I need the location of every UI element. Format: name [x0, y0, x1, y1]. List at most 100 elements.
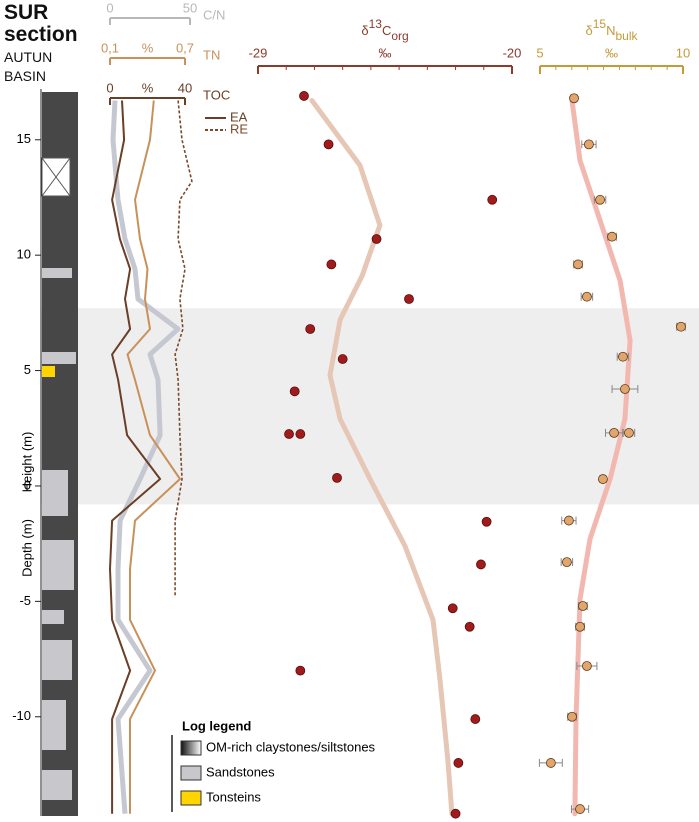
legend-label: Tonsteins: [206, 789, 261, 804]
data-point: [567, 711, 577, 722]
legend-title: Log legend: [182, 718, 251, 733]
title-symbol: δ: [585, 23, 592, 38]
data-point: [573, 259, 583, 270]
lithology-log: [40, 89, 78, 816]
data-point: [582, 661, 592, 671]
data-point: [295, 665, 306, 676]
y-axis-label: Height (m): [19, 432, 34, 493]
background: [41, 308, 699, 505]
x-axis-unit: %: [142, 40, 154, 55]
data-point: [609, 427, 619, 438]
data-point: [561, 557, 572, 568]
data-point: [299, 91, 309, 101]
x-tick-label: 10: [676, 45, 690, 60]
log-column: [42, 92, 78, 816]
data-point: [481, 516, 492, 527]
legend-label: EA: [230, 109, 248, 124]
title-symbol: δ: [361, 23, 368, 38]
data-point: [332, 472, 342, 483]
profile-line: [109, 100, 162, 814]
y-axis-label: Depth (m): [19, 519, 34, 577]
data-point: [575, 804, 585, 814]
x-axis-unit: ‰: [605, 45, 618, 60]
section-title: SUR section: [4, 1, 78, 46]
data-point: [569, 93, 579, 104]
data-point: [476, 559, 486, 570]
x-tick-label: 0: [106, 0, 113, 15]
x-tick-label: 50: [183, 0, 197, 15]
profile-line: [110, 100, 181, 814]
data-point: [326, 259, 337, 270]
log-gap-cross: [41, 157, 71, 197]
x-tick-label: 5: [536, 45, 543, 60]
sandstone-bed: [42, 268, 72, 278]
data-point: [575, 621, 585, 632]
data-point: [578, 601, 588, 611]
data-point: [447, 603, 458, 614]
data-point: [453, 758, 464, 768]
y-tick-label: 10: [17, 247, 31, 262]
x-tick-label: -20: [503, 45, 522, 60]
x-tick-label: 0: [106, 80, 113, 95]
data-point: [337, 354, 348, 364]
data-point: [563, 515, 574, 526]
data-point: [584, 139, 594, 150]
basin-name: AUTUN BASIN: [4, 49, 53, 84]
legend-swatch: [180, 765, 202, 781]
y-tick-label: 5: [24, 362, 31, 377]
trend-curve: [569, 98, 633, 817]
legend-label: RE: [230, 121, 248, 136]
title-main: N: [606, 23, 615, 38]
data-point: [404, 294, 414, 304]
y-tick-label: 0: [24, 477, 31, 492]
x-axis-unit: ‰: [379, 45, 392, 60]
trend-curve: [309, 98, 455, 817]
legend-swatch: [180, 790, 202, 806]
data-point: [676, 321, 686, 332]
y-tick-label: 15: [17, 131, 31, 146]
data-point: [595, 194, 605, 205]
data-point: [305, 324, 316, 334]
data-point: [371, 234, 382, 244]
legend-label: OM-rich claystones/siltstones: [206, 739, 376, 754]
data-point: [545, 758, 556, 768]
data-point: [284, 429, 294, 439]
legend-swatch: [180, 740, 202, 756]
data-point: [487, 194, 498, 205]
x-axis-unit: %: [142, 80, 154, 95]
data-point: [470, 714, 481, 724]
tonstein-bed: [42, 366, 55, 377]
data-point: [323, 139, 334, 150]
data-point: [450, 808, 461, 819]
x-axis-title: TN: [203, 47, 220, 62]
panel-title: δ13Corg: [361, 17, 408, 43]
highlight-band: [41, 308, 699, 505]
sandstone-bed: [42, 640, 72, 680]
sandstone-bed: [42, 540, 74, 590]
title-sup: 13: [369, 17, 383, 31]
profile-line: [126, 100, 181, 814]
x-tick-label: -29: [249, 45, 268, 60]
x-tick-label: 0,1: [101, 40, 119, 55]
data-point: [624, 427, 634, 438]
data-point: [620, 384, 630, 394]
title-sup: 15: [593, 17, 607, 31]
x-tick-label: 40: [178, 80, 192, 95]
x-axis-title: C/N: [203, 7, 225, 22]
title-sub: bulk: [615, 29, 638, 43]
legend-label: Sandstones: [206, 764, 275, 779]
data-point: [598, 474, 608, 484]
data-point: [295, 429, 306, 439]
data-point: [289, 386, 300, 397]
sandstone-bed: [42, 700, 66, 750]
data-point: [618, 351, 628, 362]
sandstone-bed: [42, 770, 72, 800]
y-tick-label: -5: [19, 593, 31, 608]
data-point: [607, 231, 617, 242]
sandstone-bed: [42, 352, 76, 364]
panel-title: δ15Nbulk: [585, 17, 638, 43]
title-sub: org: [391, 29, 408, 43]
data-point: [582, 291, 592, 302]
